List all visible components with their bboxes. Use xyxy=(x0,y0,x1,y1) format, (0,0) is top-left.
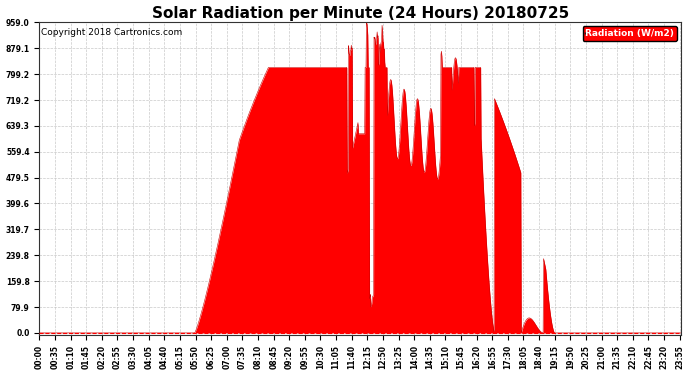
Legend: Radiation (W/m2): Radiation (W/m2) xyxy=(582,26,677,40)
Text: Copyright 2018 Cartronics.com: Copyright 2018 Cartronics.com xyxy=(41,28,182,37)
Title: Solar Radiation per Minute (24 Hours) 20180725: Solar Radiation per Minute (24 Hours) 20… xyxy=(152,6,569,21)
